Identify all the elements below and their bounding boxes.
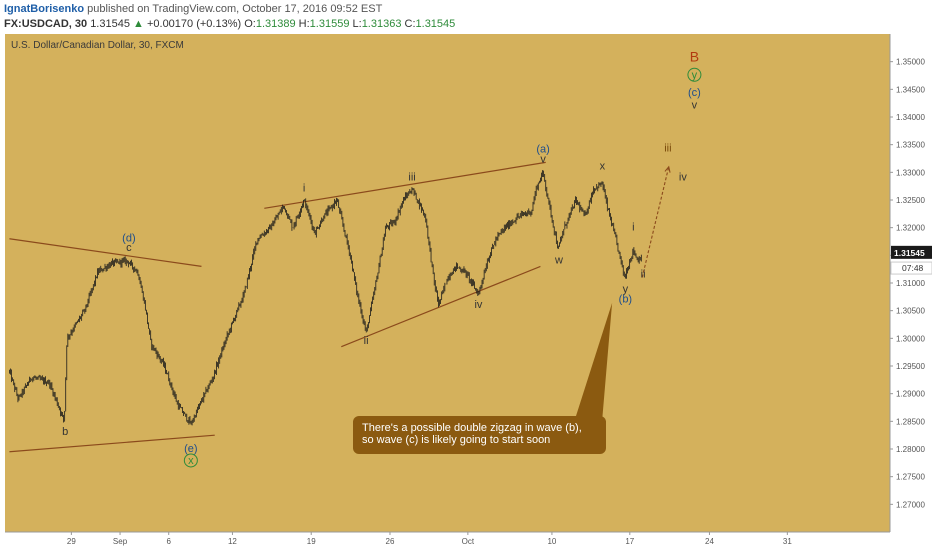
trendline-2 (264, 161, 546, 209)
y-tick-label-11: 1.32500 (896, 196, 925, 205)
x-tick-label-8: 17 (625, 537, 634, 546)
time-badge-text: 07:48 (902, 263, 924, 273)
wave-label-13: i (632, 221, 634, 233)
wave-label-9: (a) (536, 143, 549, 155)
price-series (9, 170, 642, 426)
y-tick-label-14: 1.34000 (896, 113, 925, 122)
open-label: O: (244, 18, 256, 30)
x-tick-label-1: Sep (113, 537, 128, 546)
y-tick-label-1: 1.27500 (896, 473, 925, 482)
wave-label-21: (c) (688, 87, 701, 99)
wave-label-7: iii (408, 172, 415, 184)
wave-label-5: i (303, 183, 305, 195)
trendline-1 (9, 434, 215, 453)
wave-label-8: iv (474, 299, 482, 311)
plot-area[interactable] (5, 34, 890, 532)
y-tick-label-15: 1.34500 (896, 85, 925, 94)
trendlines (9, 161, 671, 453)
last-price: 1.31545 (90, 18, 130, 30)
close-value: 1.31545 (415, 18, 456, 30)
callout-text-1: so wave (c) is likely going to start soo… (362, 434, 550, 446)
wave-label-3: (e) (184, 443, 197, 455)
wave-label-1: (d) (122, 233, 135, 245)
time-badge (890, 261, 932, 275)
x-tick-label-6: Oct (462, 537, 475, 546)
price-badge (891, 245, 932, 259)
x-tick-label-7: 10 (547, 537, 556, 546)
x-axis-bg (0, 532, 890, 550)
wave-label-12: x (600, 161, 606, 173)
callout-box (353, 416, 606, 454)
wave-label-4: x (188, 455, 194, 467)
wave-labels: b(d)c(e)xiiiiiiiv(a)vwxiy(b)iiiiiivBy(c)… (62, 49, 702, 468)
low-label: L: (352, 18, 362, 30)
publish-info: IgnatBorisenko published on TradingView.… (4, 3, 382, 15)
x-tick-label-9: 24 (705, 537, 714, 546)
wave-label-2: c (126, 242, 132, 254)
wave-label-0: b (62, 426, 68, 438)
y-tick-label-16: 1.35000 (896, 58, 925, 67)
x-tick-label-10: 31 (783, 537, 792, 546)
ohlc-line: FX:USDCAD, 30 1.31545 ▲ +0.00170 (+0.13%… (4, 18, 455, 30)
chart-header: IgnatBorisenko published on TradingView.… (0, 0, 932, 34)
x-tick-label-2: 6 (166, 537, 171, 546)
wave-circle-4 (183, 453, 198, 468)
wave-label-19: B (690, 49, 699, 65)
callout-text-0: There's a possible double zigzag in wave… (362, 422, 582, 434)
projection-line (641, 166, 670, 278)
y-axis-bg (890, 34, 932, 550)
y-tick-label-5: 1.29500 (896, 362, 925, 371)
y-tick-label-6: 1.30000 (896, 334, 925, 343)
wave-label-10: v (540, 153, 546, 165)
x-tick-label-3: 12 (228, 537, 237, 546)
x-axis[interactable]: 29 Sep 6 12 19 26 Oct 10 17 24 31 (0, 531, 890, 550)
y-tick-label-8: 1.31000 (896, 279, 925, 288)
x-tick-label-4: 19 (307, 537, 316, 546)
x-tick-label-5: 26 (386, 537, 395, 546)
wave-label-22: v (692, 100, 698, 112)
trendline-3 (341, 265, 541, 348)
trendline-0 (9, 238, 202, 267)
open-value: 1.31389 (255, 18, 296, 30)
wave-label-20: y (692, 69, 698, 81)
price-badge-text: 1.31545 (894, 248, 925, 258)
wave-circle-20 (687, 67, 702, 82)
callout-pointer (576, 302, 613, 422)
wave-label-16: ii (641, 268, 646, 280)
y-tick-label-7: 1.30500 (896, 307, 925, 316)
change-value: +0.00170 (+0.13%) (146, 18, 242, 30)
publish-text: published on TradingView.com, October 17… (87, 3, 383, 15)
y-tick-label-13: 1.33500 (896, 141, 925, 150)
y-tick-label-0: 1.27000 (896, 500, 925, 509)
callout: There's a possible double zigzag in wave… (353, 302, 613, 454)
y-tick-label-10: 1.32000 (896, 224, 925, 233)
y-tick-label-12: 1.33000 (896, 168, 925, 177)
y-tick-label-3: 1.28500 (896, 417, 925, 426)
wave-label-14: y (623, 283, 629, 295)
close-label: C: (404, 18, 416, 30)
projection-arrowhead (664, 165, 671, 173)
author-link[interactable]: IgnatBorisenko (4, 3, 85, 15)
wave-label-18: iv (679, 172, 687, 184)
high-label: H: (298, 18, 310, 30)
x-tick-label-0: 29 (67, 537, 76, 546)
low-value: 1.31363 (361, 18, 402, 30)
high-value: 1.31559 (309, 18, 350, 30)
y-tick-label-4: 1.29000 (896, 390, 925, 399)
symbol-label: FX:USDCAD, 30 (4, 18, 88, 30)
wave-label-17: iii (664, 142, 671, 154)
y-tick-label-2: 1.28000 (896, 445, 925, 454)
wave-label-6: ii (364, 335, 369, 347)
y-axis[interactable]: 1.27000 1.27500 1.28000 1.28500 1.29000 1.295… (889, 34, 932, 550)
wave-label-11: w (554, 255, 563, 267)
wave-label-15: (b) (619, 293, 632, 305)
change-arrow-icon: ▲ (133, 18, 144, 30)
chart-title: U.S. Dollar/Canadian Dollar, 30, FXCM (11, 40, 184, 51)
